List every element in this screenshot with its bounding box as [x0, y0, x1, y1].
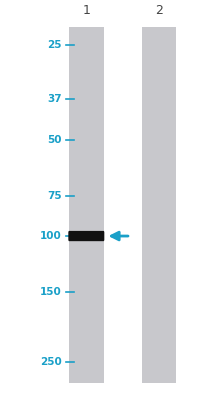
Text: 150: 150 [40, 287, 62, 297]
Text: 250: 250 [40, 357, 62, 367]
Text: 100: 100 [40, 231, 62, 241]
Text: 2: 2 [154, 4, 162, 18]
Text: 75: 75 [47, 191, 62, 201]
Text: 25: 25 [47, 40, 62, 50]
Text: 50: 50 [47, 136, 62, 146]
FancyBboxPatch shape [69, 27, 103, 383]
Text: 1: 1 [82, 4, 90, 18]
FancyBboxPatch shape [141, 27, 175, 383]
FancyBboxPatch shape [68, 231, 104, 241]
Text: 37: 37 [47, 94, 62, 104]
